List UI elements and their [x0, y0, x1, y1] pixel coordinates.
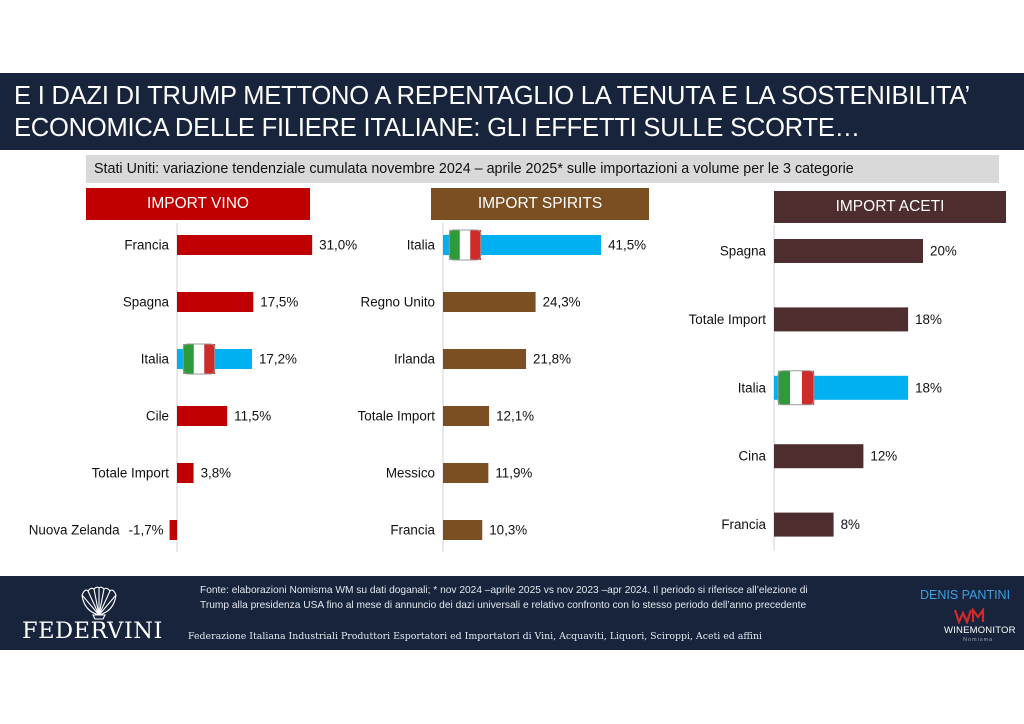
category-label-vino-4: Totale Import — [92, 466, 170, 481]
bar-vino-0 — [177, 235, 313, 255]
bar-spirits-4 — [443, 463, 489, 483]
subtitle: Stati Uniti: variazione tendenziale cumu… — [86, 155, 999, 183]
category-label-spirits-0: Italia — [407, 238, 436, 253]
bar-aceti-4 — [774, 512, 834, 537]
value-label-vino-0: 31,0% — [319, 238, 357, 253]
value-label-spirits-4: 11,9% — [495, 466, 532, 481]
federation-caption: Federazione Italiana Industriali Produtt… — [188, 631, 763, 642]
italian-flag-icon — [777, 370, 815, 406]
value-label-spirits-2: 21,8% — [533, 352, 571, 367]
bar-aceti-0 — [774, 239, 923, 263]
value-label-spirits-0: 41,5% — [608, 238, 646, 253]
winemonitor-logo-subtext: Nomisma — [963, 637, 994, 643]
category-label-spirits-5: Francia — [390, 523, 435, 538]
panel-title-vino: IMPORT VINO — [86, 188, 310, 220]
bar-spirits-5 — [443, 520, 483, 540]
category-label-vino-5: Nuova Zelanda — [29, 523, 120, 538]
category-label-aceti-4: Francia — [721, 517, 766, 532]
italian-flag-icon — [448, 229, 482, 261]
bar-spirits-2 — [443, 349, 527, 369]
federvini-shell-logo-icon — [81, 586, 117, 620]
value-label-aceti-3: 12% — [870, 449, 897, 464]
category-label-aceti-3: Cina — [738, 449, 766, 464]
category-label-aceti-1: Totale Import — [689, 312, 767, 327]
bar-vino-1 — [177, 292, 254, 312]
title-line-2: ECONOMICA DELLE FILIERE ITALIANE: GLI EF… — [14, 114, 860, 142]
title-line-1: E I DAZI DI TRUMP METTONO A REPENTAGLIO … — [14, 82, 970, 110]
bar-charts: Francia 31,0% Spagna 17,5% Italia 17,2% Cile 11… — [29, 223, 957, 552]
value-label-spirits-1: 24,3% — [543, 295, 581, 310]
bar-spirits-3 — [443, 406, 490, 426]
value-label-vino-5: -1,7% — [129, 523, 164, 538]
author-name: DENIS PANTINI — [920, 588, 1011, 602]
bar-vino-5 — [169, 520, 177, 540]
source-line-2: Trump alla presidenza USA fino al mese d… — [200, 599, 807, 611]
source-line-1: Fonte: elaborazioni Nomisma WM su dati d… — [200, 585, 808, 596]
category-label-spirits-3: Totale Import — [358, 409, 436, 424]
federvini-logo-text: FEDERVINI — [22, 618, 163, 644]
bar-aceti-3 — [774, 444, 864, 469]
panel-title-aceti: IMPORT ACETI — [774, 191, 1006, 223]
value-label-vino-3: 11,5% — [234, 409, 271, 424]
winemonitor-logo-text: WINEMONITOR — [944, 625, 1016, 636]
value-label-vino-2: 17,2% — [259, 352, 297, 367]
value-label-spirits-3: 12,1% — [496, 409, 534, 424]
category-label-spirits-1: Regno Unito — [361, 295, 435, 310]
category-label-vino-1: Spagna — [123, 295, 170, 310]
title-band: E I DAZI DI TRUMP METTONO A REPENTAGLIO … — [0, 73, 1024, 150]
category-label-vino-2: Italia — [141, 352, 170, 367]
panel-title-spirits: IMPORT SPIRITS — [431, 188, 649, 220]
source-note: Fonte: elaborazioni Nomisma WM su dati d… — [200, 584, 900, 613]
value-label-vino-1: 17,5% — [260, 295, 298, 310]
category-label-aceti-2: Italia — [738, 380, 767, 395]
italian-flag-icon — [182, 343, 216, 375]
value-label-aceti-1: 18% — [915, 312, 942, 327]
category-label-spirits-2: Irlanda — [394, 352, 435, 367]
bar-vino-3 — [177, 406, 228, 426]
category-label-spirits-4: Messico — [386, 466, 435, 481]
bar-spirits-1 — [443, 292, 536, 312]
footer-band — [0, 576, 1024, 650]
value-label-aceti-4: 8% — [841, 517, 860, 532]
value-label-aceti-0: 20% — [930, 244, 957, 259]
bar-spirits-0 — [443, 235, 602, 255]
category-label-vino-3: Cile — [146, 409, 169, 424]
bar-aceti-1 — [774, 307, 909, 332]
value-label-spirits-5: 10,3% — [489, 523, 527, 538]
value-label-vino-4: 3,8% — [201, 466, 232, 481]
bar-vino-4 — [177, 463, 194, 483]
category-label-vino-0: Francia — [124, 238, 169, 253]
winemonitor-logo-icon — [954, 608, 985, 624]
value-label-aceti-2: 18% — [915, 380, 942, 395]
category-label-aceti-0: Spagna — [720, 244, 767, 259]
